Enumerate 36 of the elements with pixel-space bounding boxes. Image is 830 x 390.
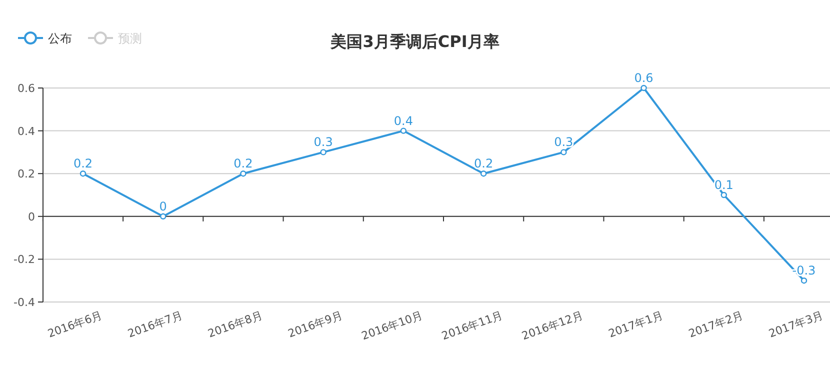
point <box>720 192 727 198</box>
point <box>640 84 647 92</box>
data-label: 0.2 <box>234 156 253 171</box>
point <box>800 278 808 284</box>
x-tick-label: 2017年1月 <box>606 308 665 340</box>
x-tick-label: 2017年2月 <box>686 308 745 340</box>
x-tick-label: 2016年7月 <box>126 308 184 340</box>
point <box>400 128 407 134</box>
x-tick-label: 2017年3月 <box>767 308 826 340</box>
y-tick-label: 0.2 <box>18 168 35 181</box>
point <box>80 170 86 177</box>
x-tick-label: 2016年6月 <box>46 308 104 340</box>
x-tick-label: 2016年9月 <box>286 308 344 340</box>
y-tick-label: -0.2 <box>14 253 35 266</box>
point <box>240 170 246 177</box>
data-label: 0 <box>159 199 167 214</box>
chart-title: 美国3月季调后CPI月率 <box>330 32 500 51</box>
legend-label: 公布 <box>48 32 72 46</box>
x-tick-label: 2016年11月 <box>440 308 505 343</box>
y-tick-label: 0.4 <box>18 124 35 138</box>
data-label: 0.3 <box>314 135 333 150</box>
x-tick-label: 2016年10月 <box>360 308 424 343</box>
x-tick-label: 2016年12月 <box>520 308 585 343</box>
data-label: 0.2 <box>73 156 93 171</box>
point <box>560 149 567 156</box>
data-label: 0.4 <box>394 114 413 128</box>
y-tick-label: 0 <box>28 210 35 224</box>
data-label: 0.6 <box>634 71 654 85</box>
point <box>160 213 166 220</box>
data-label: 0.3 <box>554 135 574 150</box>
y-tick-label: 0.6 <box>18 82 35 95</box>
data-label: 0.2 <box>474 156 494 171</box>
point <box>320 149 326 156</box>
point <box>480 170 487 177</box>
y-tick-label: -0.4 <box>14 296 35 309</box>
x-tick-label: 2016年8月 <box>206 308 264 340</box>
